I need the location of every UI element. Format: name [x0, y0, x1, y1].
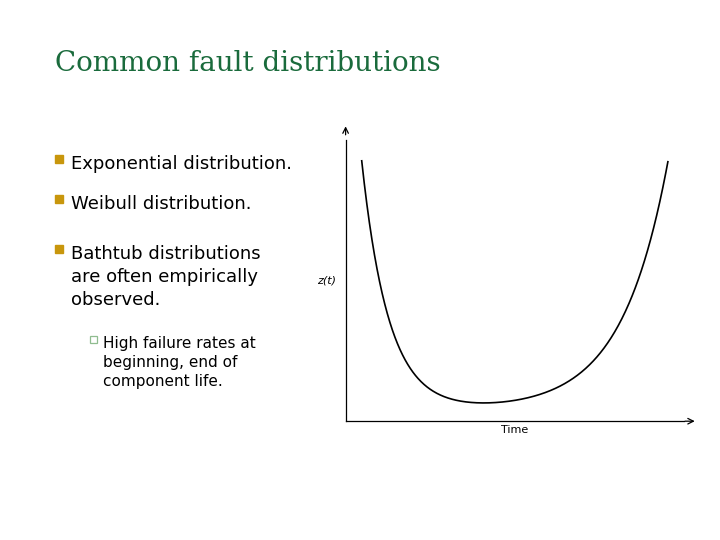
X-axis label: Time: Time [501, 426, 528, 435]
Bar [55, 195, 63, 203]
Bar [55, 155, 63, 163]
Bar [90, 336, 97, 343]
Text: Exponential distribution.: Exponential distribution. [71, 155, 292, 173]
Text: Common fault distributions: Common fault distributions [55, 50, 441, 77]
Text: Weibull distribution.: Weibull distribution. [71, 195, 251, 213]
Text: High failure rates at
beginning, end of
component life.: High failure rates at beginning, end of … [103, 336, 256, 389]
Text: Bathtub distributions
are often empirically
observed.: Bathtub distributions are often empirica… [71, 245, 261, 309]
Bar [55, 245, 63, 253]
Y-axis label: z(t): z(t) [317, 276, 336, 286]
